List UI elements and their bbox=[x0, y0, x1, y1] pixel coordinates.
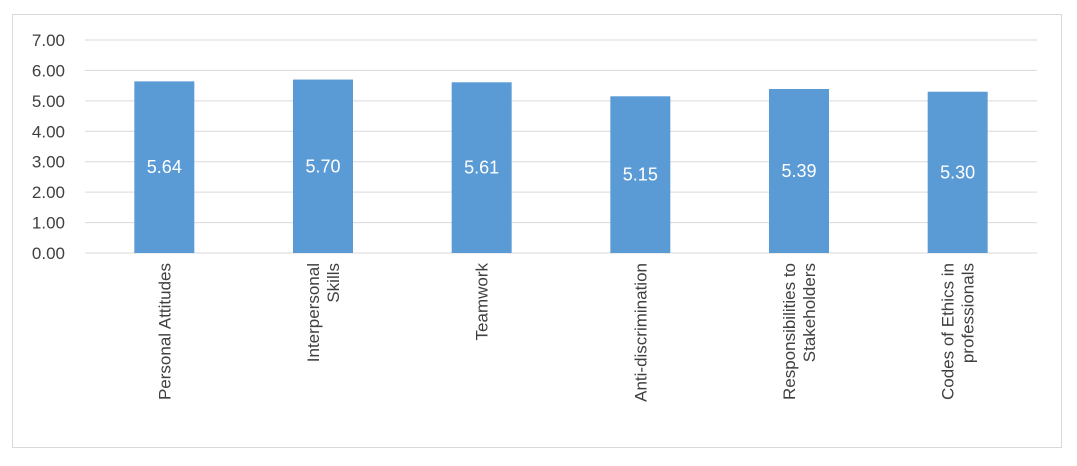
bar bbox=[610, 96, 671, 254]
category-label-line: Codes of Ethics in bbox=[939, 263, 958, 400]
data-label: 5.30 bbox=[940, 162, 975, 182]
bar bbox=[927, 91, 988, 253]
bar bbox=[769, 88, 829, 254]
y-tick-label: 3.00 bbox=[32, 153, 65, 172]
category-label: Responsibilities to Stakeholders bbox=[780, 263, 819, 400]
y-tick-label: 4.00 bbox=[32, 122, 65, 141]
y-tick-label: 0.00 bbox=[32, 244, 65, 263]
category-label-line: Personal Attitudes bbox=[155, 263, 174, 400]
data-label: 5.61 bbox=[464, 158, 499, 178]
data-label: 5.15 bbox=[623, 165, 658, 185]
bar bbox=[293, 79, 353, 253]
category-label-line: Teamwork bbox=[473, 263, 492, 341]
y-tick-label: 1.00 bbox=[32, 214, 65, 233]
y-tick-label: 2.00 bbox=[32, 183, 65, 202]
category-label-line: Anti-discrimination bbox=[631, 263, 650, 402]
bar bbox=[134, 81, 195, 253]
category-label-line: Stakeholders bbox=[800, 263, 819, 362]
category-label: Anti-discrimination bbox=[631, 263, 650, 402]
category-label: Interpersonal Skills bbox=[304, 263, 343, 362]
data-label: 5.70 bbox=[305, 156, 340, 176]
category-label: Teamwork bbox=[473, 263, 492, 341]
y-tick-label: 6.00 bbox=[32, 61, 65, 80]
category-label: Codes of Ethics in professionals bbox=[939, 263, 978, 400]
category-label-line: Responsibilities to bbox=[780, 263, 799, 400]
category-label: Personal Attitudes bbox=[155, 263, 174, 400]
data-label: 5.39 bbox=[781, 161, 816, 181]
category-label-line: professionals bbox=[959, 263, 978, 363]
category-label-line: Skills bbox=[324, 263, 343, 303]
category-label-line: Interpersonal bbox=[304, 263, 323, 362]
y-tick-label: 7.00 bbox=[32, 31, 65, 50]
data-label: 5.64 bbox=[147, 157, 182, 177]
y-tick-label: 5.00 bbox=[32, 92, 65, 111]
bar bbox=[451, 82, 512, 253]
